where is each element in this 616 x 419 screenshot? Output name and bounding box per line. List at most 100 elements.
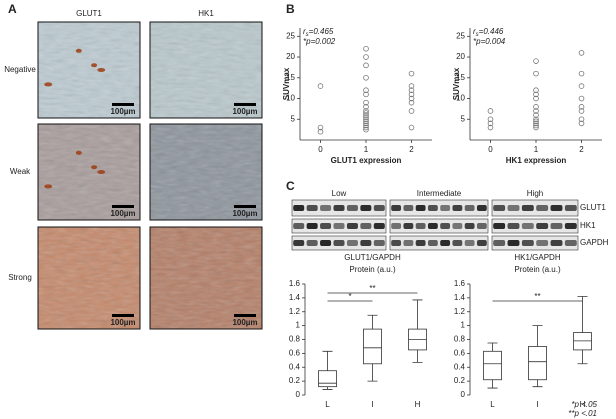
chart-subtitle: Protein (a.u.): [514, 265, 561, 274]
x-tick-label: L: [325, 400, 330, 409]
significance-label: *: [348, 292, 351, 301]
blot-band: [452, 223, 463, 229]
scatter-point: [487, 120, 494, 127]
chart-title: HK1/GAPDH: [514, 253, 560, 262]
y-tick-label: 1.2: [289, 307, 301, 316]
y-tick-label: 10: [456, 94, 465, 103]
scatter-point: [363, 108, 369, 114]
scatter-point: [487, 116, 494, 123]
y-tick-label: 1: [296, 321, 301, 330]
y-tick-label: 0.2: [289, 376, 301, 385]
blot-band: [373, 223, 385, 229]
y-tick-label: 5: [461, 114, 466, 123]
scatter-point: [578, 83, 585, 89]
upper-whisker: [487, 342, 498, 352]
x-tick-label: 1: [364, 145, 369, 154]
scatter-point: [408, 91, 415, 98]
x-tick-label: L: [490, 400, 495, 409]
blot-band: [493, 223, 506, 229]
blot-band: [550, 205, 563, 211]
stain-spot: [91, 63, 98, 68]
x-tick-label: I: [371, 400, 373, 409]
stain-spot: [75, 150, 82, 155]
stain-spot: [97, 170, 106, 174]
y-tick-label: 1.4: [454, 293, 466, 302]
scatter-point: [363, 114, 369, 120]
blot-group-label: Intermediate: [417, 189, 462, 198]
stain-spot: [91, 165, 98, 170]
blot-band: [346, 240, 358, 246]
scatter-point: [363, 120, 369, 127]
blot-band: [536, 223, 549, 229]
scatter-point: [363, 110, 369, 116]
scale-bar: [112, 205, 134, 208]
micrograph-texture: [150, 227, 262, 329]
y-tick-label: 15: [456, 73, 465, 82]
blot-band: [493, 205, 506, 211]
lower-whisker: [577, 349, 588, 365]
scatter-point: [317, 83, 324, 89]
blot-band: [493, 240, 506, 246]
blot-band: [415, 240, 426, 246]
x-tick-label: 2: [409, 145, 414, 154]
x-tick-label: 0: [488, 145, 493, 154]
y-tick-label: 0: [461, 390, 466, 399]
x-tick-label: H: [415, 400, 421, 409]
scale-bar-label: 100µm: [110, 318, 135, 327]
scatter-point: [363, 118, 369, 125]
chart-title: GLUT1/GAPDH: [344, 253, 401, 262]
column-header: HK1: [198, 9, 214, 18]
y-tick-label: 15: [286, 73, 295, 82]
micrograph-frame: [37, 21, 141, 119]
upper-whisker: [322, 350, 333, 371]
scatter-point: [363, 87, 369, 94]
scatter-point: [533, 58, 539, 64]
footnote: **p <.01: [568, 409, 597, 418]
scatter-point: [408, 83, 415, 89]
scatter-point: [578, 108, 585, 114]
y-tick-label: 20: [286, 52, 295, 61]
scatter-point: [533, 118, 539, 125]
scatter-point: [317, 124, 324, 131]
scatter-point: [363, 74, 369, 81]
blot-strip: [491, 199, 579, 217]
scatter-point: [363, 122, 369, 129]
y-tick-label: 10: [286, 94, 295, 103]
scatter-point: [533, 122, 539, 129]
blot-band: [415, 223, 426, 229]
blot-band: [550, 240, 563, 246]
stain-spot: [44, 82, 53, 87]
y-axis-label: SUVmax: [452, 67, 461, 100]
micrograph-frame: [37, 226, 141, 330]
scatter-point: [363, 112, 369, 118]
scale-bar: [234, 205, 256, 208]
stain-spot: [97, 68, 106, 72]
scatter-point: [578, 95, 585, 102]
x-tick-label: I: [536, 400, 538, 409]
y-tick-label: 0.4: [454, 362, 466, 371]
upper-whisker: [532, 325, 543, 347]
blot-band: [293, 223, 305, 229]
blot-band: [403, 240, 414, 246]
x-axis-label: HK1 expression: [506, 156, 567, 165]
scale-bar: [112, 314, 134, 317]
panel-label: A: [8, 2, 17, 16]
scatter-point: [533, 116, 539, 123]
stat-symbol: r: [473, 27, 476, 36]
y-tick-label: 1.4: [289, 293, 301, 302]
chart-subtitle: Protein (a.u.): [349, 265, 396, 274]
y-tick-label: 1.2: [454, 307, 466, 316]
blot-band: [440, 223, 451, 229]
blot-band: [427, 223, 438, 229]
blot-strip: [389, 218, 489, 234]
y-tick-label: 0: [296, 390, 301, 399]
blot-band: [564, 205, 577, 211]
scale-bar-label: 100µm: [232, 107, 257, 116]
micrograph-texture: [150, 124, 262, 220]
upper-whisker: [367, 314, 378, 330]
blot-strip: [389, 199, 489, 217]
blot-band: [360, 240, 372, 246]
scale-bar: [112, 103, 134, 106]
blot-band: [521, 223, 534, 229]
blot-band: [440, 205, 451, 211]
